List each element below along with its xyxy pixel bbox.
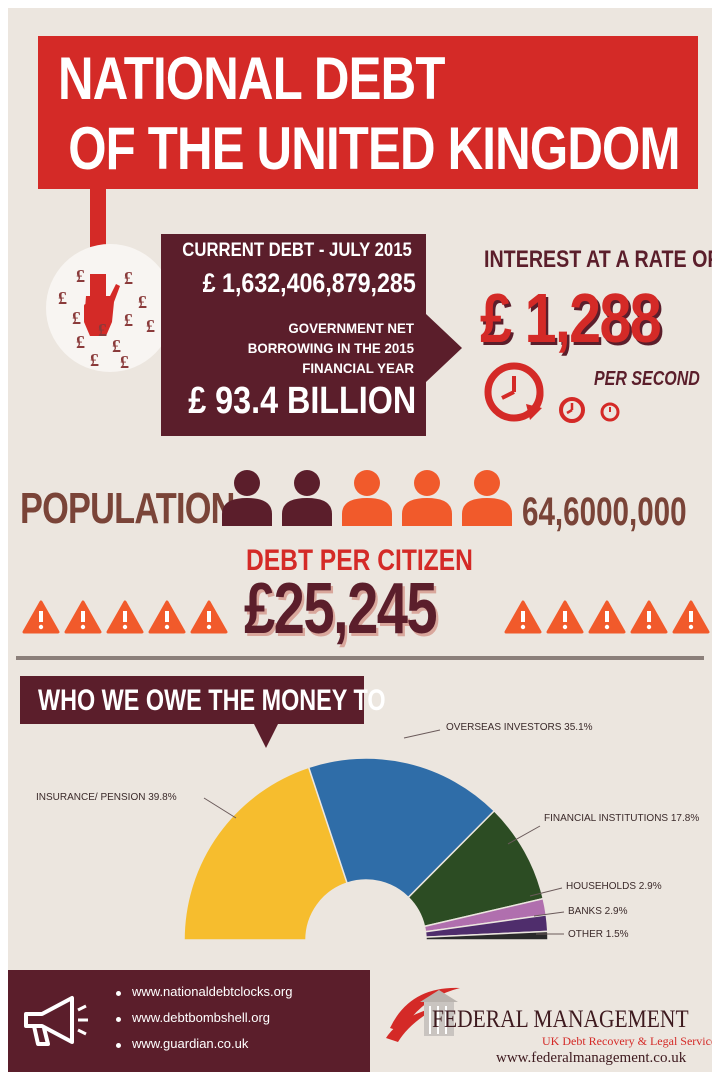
warning-icon xyxy=(64,600,102,634)
warning-icon xyxy=(190,600,228,634)
leader-households xyxy=(529,887,563,897)
warning-icon xyxy=(672,600,710,634)
who-we-owe-heading: WHO WE OWE THE MONEY TO xyxy=(20,676,386,724)
label-other: OTHER 1.5% xyxy=(568,929,629,940)
leader-financial xyxy=(507,825,541,845)
title-line-2: OF THE UNITED KINGDOM xyxy=(68,115,681,182)
person-icon xyxy=(222,470,272,526)
slice-overseas xyxy=(307,757,496,899)
logo-icon xyxy=(386,987,460,1042)
pound-coins-icon: £ £ £ £ £ £ £ £ £ £ £ £ xyxy=(46,244,174,372)
svg-text:£: £ xyxy=(124,268,133,288)
brand-tagline: UK Debt Recovery & Legal Services xyxy=(542,1034,712,1048)
sources-panel: www.nationaldebtclocks.org www.debtbombs… xyxy=(8,970,370,1072)
interest-label: INTEREST AT A RATE OF xyxy=(484,246,712,273)
label-overseas: OVERSEAS INVESTORS 35.1% xyxy=(446,722,593,733)
warning-icon xyxy=(148,600,186,634)
svg-text:£: £ xyxy=(124,310,133,330)
divider xyxy=(16,656,704,660)
brand-url[interactable]: www.federalmanagement.co.uk xyxy=(496,1050,687,1066)
svg-text:£: £ xyxy=(138,292,147,312)
debt-per-citizen-value: £25,245 xyxy=(244,569,438,649)
borrowing-label: GOVERNMENT NET BORROWING IN THE 2015 FIN… xyxy=(248,318,414,378)
warning-icon xyxy=(106,600,144,634)
person-icon xyxy=(282,470,332,526)
infographic: NATIONAL DEBT OF THE UNITED KINGDOM £ £ £… xyxy=(8,8,712,1072)
title-line-1: NATIONAL DEBT xyxy=(58,45,445,112)
label-banks: BANKS 2.9% xyxy=(568,906,628,917)
hand-icon xyxy=(84,274,120,336)
bullet xyxy=(116,991,121,996)
svg-text:£: £ xyxy=(120,352,129,372)
warning-icon xyxy=(630,600,668,634)
warning-icon xyxy=(546,600,584,634)
bullet xyxy=(116,1017,121,1022)
person-icon xyxy=(462,470,512,526)
leader-banks xyxy=(533,911,565,917)
megaphone-icon xyxy=(24,996,88,1046)
borrowing-line-1: GOVERNMENT NET xyxy=(288,320,414,336)
debt-panel: CURRENT DEBT - JULY 2015 £ 1,632,406,879… xyxy=(161,234,426,436)
source-link-1[interactable]: www.nationaldebtclocks.org xyxy=(132,984,293,999)
svg-text:£: £ xyxy=(146,316,155,336)
svg-text:£: £ xyxy=(98,320,107,340)
heading-pointer xyxy=(254,724,278,748)
debt-panel-pointer xyxy=(426,314,462,382)
warning-icon xyxy=(588,600,626,634)
borrowing-line-3: FINANCIAL YEAR xyxy=(302,360,414,376)
debt-holders-chart xyxy=(183,729,565,941)
current-debt-value: £ 1,632,406,879,285 xyxy=(202,268,416,298)
person-icon xyxy=(342,470,392,526)
title-banner: NATIONAL DEBT OF THE UNITED KINGDOM xyxy=(38,36,698,189)
brand-name: FEDERAL MANAGEMENT xyxy=(432,1006,689,1033)
leader-insurance xyxy=(203,797,237,819)
borrowing-line-2: BORROWING IN THE 2015 xyxy=(247,340,414,356)
svg-text:£: £ xyxy=(112,336,121,356)
slice-insurance xyxy=(183,766,349,941)
interest-amount: £ 1,288 xyxy=(480,279,662,357)
population-value: 64,6000,000 xyxy=(522,490,687,534)
clock-icon xyxy=(484,362,620,423)
svg-text:£: £ xyxy=(90,350,99,370)
interest-unit: PER SECOND xyxy=(594,368,700,390)
label-financial: FINANCIAL INSTITUTIONS 17.8% xyxy=(544,813,700,824)
svg-text:£: £ xyxy=(76,266,85,286)
label-households: HOUSEHOLDS 2.9% xyxy=(566,881,662,892)
borrowing-value: £ 93.4 BILLION xyxy=(188,380,416,422)
leader-overseas xyxy=(403,729,441,739)
svg-text:£: £ xyxy=(72,308,81,328)
warning-icon xyxy=(504,600,542,634)
source-link-2[interactable]: www.debtbombshell.org xyxy=(132,1010,271,1025)
svg-text:£: £ xyxy=(58,288,67,308)
population-label: POPULATION xyxy=(20,484,235,533)
source-link-3[interactable]: www.guardian.co.uk xyxy=(132,1036,249,1051)
who-we-owe-title: WHO WE OWE THE MONEY TO xyxy=(38,684,386,717)
label-insurance: INSURANCE/ PENSION 39.8% xyxy=(36,792,177,803)
bullet xyxy=(116,1043,121,1048)
current-debt-label: CURRENT DEBT - JULY 2015 xyxy=(182,240,412,261)
warning-icon xyxy=(22,600,60,634)
debt-per-citizen-label: DEBT PER CITIZEN xyxy=(246,544,473,577)
person-icon xyxy=(402,470,452,526)
svg-text:£: £ xyxy=(76,332,85,352)
